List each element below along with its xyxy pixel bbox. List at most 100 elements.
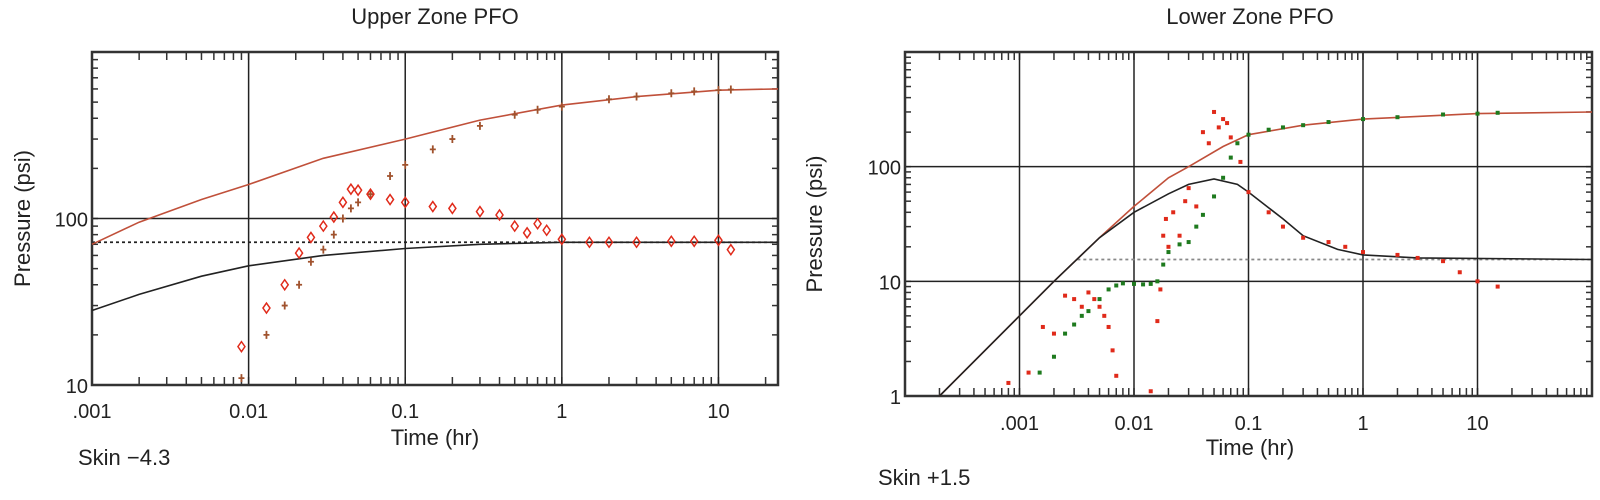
- derivative-data-point: [1148, 389, 1153, 394]
- derivative-data-point: [1155, 319, 1160, 324]
- derivative-data-point: [1097, 304, 1102, 309]
- pressure-data-point: [633, 92, 640, 101]
- x-tick-label: 0.01: [1115, 413, 1154, 435]
- derivative-data-point: [1343, 244, 1348, 249]
- x-tick-label: .001: [73, 401, 112, 423]
- x-tick-label: .001: [1000, 413, 1039, 435]
- x-tick-label: 1: [1357, 413, 1368, 435]
- pressure-data-point: [1200, 212, 1205, 217]
- pressure-data-point: [727, 85, 734, 94]
- derivative-data-point: [1072, 297, 1077, 302]
- derivative-data-point: [1212, 109, 1217, 114]
- derivative-data-point: [329, 210, 339, 224]
- pressure-data-point: [476, 121, 483, 130]
- x-tick-label: 0.1: [391, 401, 419, 423]
- pressure-data-point: [330, 230, 337, 239]
- chart-title: Lower Zone PFO: [1166, 4, 1334, 29]
- pressure-data-point: [1221, 175, 1226, 180]
- pressure-data-point: [307, 257, 314, 266]
- pressure-data-point: [1141, 282, 1146, 287]
- derivative-data-point: [533, 217, 542, 231]
- pressure-data-point: [347, 204, 354, 213]
- pressure-data-point: [281, 301, 288, 310]
- pressure-data-point: [1063, 331, 1068, 336]
- derivative-data-point: [447, 202, 457, 215]
- pressure-data-point: [1120, 281, 1125, 286]
- derivative-data-point: [353, 183, 363, 197]
- model-derivative-line: [91, 241, 778, 312]
- pressure-data-point: [429, 145, 436, 154]
- pressure-data-point: [1148, 281, 1153, 286]
- derivative-data-point: [428, 200, 438, 213]
- derivative-data-point: [604, 235, 614, 249]
- pressure-data-point: [1266, 127, 1271, 132]
- pressure-data-point: [1326, 120, 1331, 125]
- pressure-data-point: [296, 280, 303, 289]
- pressure-data-point: [1186, 240, 1191, 245]
- pressure-data-point: [1395, 115, 1400, 120]
- pressure-data-point: [1051, 354, 1056, 359]
- derivative-data-point: [726, 243, 736, 256]
- pressure-data-point: [1194, 224, 1199, 229]
- derivative-data-point: [510, 219, 520, 233]
- chart-title: Upper Zone PFO: [351, 4, 519, 29]
- x-tick-label: 0.01: [229, 401, 268, 423]
- pressure-data-point: [263, 330, 270, 339]
- derivative-data-point: [1280, 224, 1285, 229]
- pressure-data-point: [1072, 322, 1077, 327]
- pressure-data-point: [355, 198, 362, 207]
- pressure-data-point: [402, 160, 409, 169]
- derivative-data-point: [1110, 348, 1115, 353]
- derivative-data-point: [1495, 284, 1500, 289]
- derivative-data-point: [1163, 216, 1168, 221]
- y-tick-label: 1: [890, 387, 901, 409]
- pressure-data-point: [668, 89, 675, 98]
- model-derivative-line: [938, 178, 1593, 397]
- derivative-data-point: [1200, 130, 1205, 135]
- derivative-data-point: [237, 340, 246, 353]
- pressure-data-point: [1079, 313, 1084, 318]
- pressure-data-point: [534, 105, 541, 114]
- derivative-data-point: [689, 234, 699, 248]
- derivative-data-point: [1415, 255, 1420, 260]
- y-axis-label: Pressure (psi): [10, 150, 35, 287]
- pressure-data-point: [1301, 123, 1306, 128]
- derivative-data-point: [632, 235, 641, 249]
- derivative-data-point: [1246, 190, 1251, 195]
- plot-frame: [90, 50, 780, 387]
- derivative-data-point: [280, 278, 290, 292]
- derivative-data-point: [495, 208, 504, 222]
- pressure-data-point: [1166, 250, 1171, 255]
- x-tick-label: 1: [556, 401, 567, 423]
- pressure-data-point: [1495, 110, 1500, 115]
- derivative-data-point: [1266, 210, 1271, 215]
- derivative-data-point: [666, 234, 676, 248]
- x-tick-label: 0.1: [1235, 413, 1263, 435]
- pressure-data-point: [1132, 281, 1136, 286]
- pressure-data-point: [1086, 309, 1091, 314]
- derivative-data-point: [1102, 313, 1107, 318]
- pressure-data-point: [691, 87, 698, 96]
- derivative-data-point: [1158, 287, 1163, 292]
- skin-annotation: Skin −4.3: [78, 445, 170, 470]
- derivative-data-point: [1194, 204, 1199, 209]
- derivative-data-point: [294, 246, 304, 260]
- pressure-data-point: [511, 110, 518, 119]
- derivative-data-point: [1361, 250, 1365, 255]
- pressure-data-point: [1212, 194, 1217, 199]
- y-axis-label: Pressure (psi): [802, 156, 827, 293]
- pressure-data-point: [605, 95, 612, 104]
- derivative-data-point: [1092, 297, 1097, 302]
- derivative-data-point: [1186, 186, 1191, 191]
- pressure-data-point: [1114, 283, 1119, 288]
- y-tick-label: 100: [868, 158, 901, 180]
- derivative-data-point: [1457, 270, 1462, 275]
- derivative-data-point: [400, 196, 410, 209]
- y-tick-label: 100: [55, 210, 88, 232]
- derivative-data-point: [1441, 259, 1446, 264]
- model-pressure-line: [91, 88, 779, 246]
- derivative-data-point: [366, 187, 375, 201]
- derivative-data-point: [1166, 244, 1171, 249]
- pressure-data-point: [558, 102, 565, 111]
- derivative-data-point: [1326, 240, 1331, 245]
